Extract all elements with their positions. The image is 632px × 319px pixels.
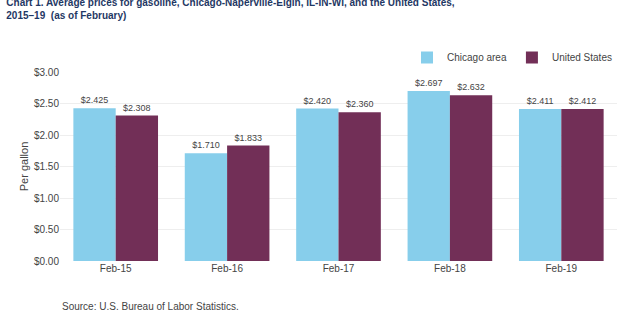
svg-text:$1.833: $1.833: [234, 133, 262, 143]
svg-text:Chicago area: Chicago area: [447, 52, 507, 63]
svg-text:Source: U.S. Bureau of Labor S: Source: U.S. Bureau of Labor Statistics.: [62, 301, 239, 312]
svg-text:$2.411: $2.411: [527, 96, 554, 106]
svg-text:$3.00: $3.00: [34, 67, 59, 78]
svg-text:Chart 1. Average prices for ga: Chart 1. Average prices for gasoline, Ch…: [6, 0, 454, 21]
svg-text:$2.420: $2.420: [304, 96, 332, 106]
svg-text:$0.50: $0.50: [34, 224, 59, 235]
svg-text:$2.632: $2.632: [457, 82, 485, 92]
svg-text:$1.00: $1.00: [34, 193, 59, 204]
svg-text:Feb-19: Feb-19: [545, 263, 577, 274]
svg-text:$2.425: $2.425: [81, 95, 109, 105]
svg-text:Feb-18: Feb-18: [434, 263, 466, 274]
svg-text:Feb-16: Feb-16: [211, 263, 243, 274]
svg-text:$0.00: $0.00: [34, 256, 59, 267]
svg-text:United States: United States: [552, 52, 612, 63]
svg-text:$2.697: $2.697: [415, 78, 443, 88]
svg-text:Feb-17: Feb-17: [323, 263, 355, 274]
svg-text:Per gallon: Per gallon: [18, 142, 30, 192]
svg-text:$2.412: $2.412: [569, 96, 597, 106]
svg-text:Feb-15: Feb-15: [100, 263, 132, 274]
svg-text:$2.00: $2.00: [34, 130, 59, 141]
svg-text:$2.308: $2.308: [123, 103, 151, 113]
svg-text:$2.50: $2.50: [34, 98, 59, 109]
svg-text:$1.710: $1.710: [192, 140, 220, 150]
svg-text:$1.50: $1.50: [34, 161, 59, 172]
svg-text:$2.360: $2.360: [346, 99, 374, 109]
